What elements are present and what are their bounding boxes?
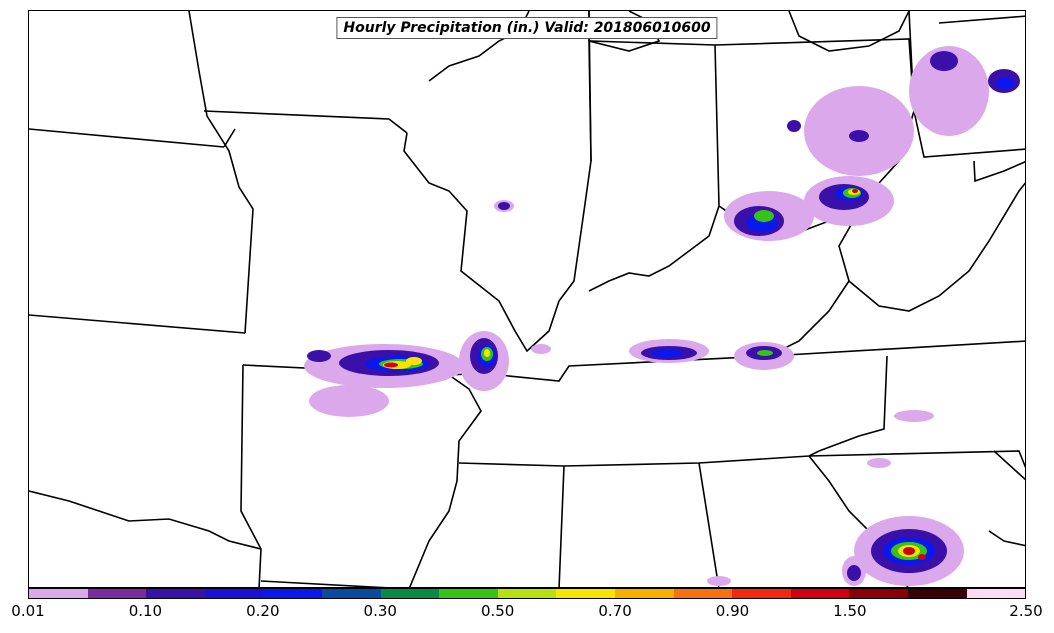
colorbar-segment-9 [556,589,615,598]
colorbar-tick-4: 0.50 [480,602,515,620]
colorbar-segment-16 [966,589,1026,598]
colorbar-tick-1: 0.10 [128,602,163,620]
colorbar-tick-0: 0.01 [11,602,45,620]
colorbar-tick-2: 0.20 [246,602,280,620]
precipitation-colorbar [28,588,1026,599]
colorbar-segment-6 [380,589,440,598]
colorbar-tick-3: 0.30 [363,602,397,620]
colorbar-segment-5 [321,589,381,598]
colorbar-segment-8 [497,589,557,598]
colorbar-tick-6: 0.90 [715,602,750,620]
map-panel: Hourly Precipitation (in.) Valid: 201806… [28,10,1026,588]
colorbar-segment-12 [732,589,791,598]
colorbar-segment-13 [790,589,850,598]
precipitation-map [29,11,1025,587]
map-title: Hourly Precipitation (in.) Valid: 201806… [336,17,718,39]
precipitation-field [304,46,1020,586]
colorbar-segment-3 [204,589,264,598]
colorbar-tick-5: 0.70 [598,602,632,620]
colorbar-segment-1 [87,589,147,598]
colorbar-segment-0 [29,589,88,598]
colorbar-segment-7 [439,589,498,598]
colorbar-segment-15 [907,589,967,598]
colorbar-tick-8: 2.50 [1009,602,1043,620]
colorbar-segment-14 [849,589,908,598]
colorbar-tick-7: 1.50 [833,602,867,620]
colorbar-segment-4 [263,589,322,598]
colorbar-segment-11 [673,589,733,598]
colorbar-segment-2 [146,589,205,598]
colorbar-segment-10 [614,589,674,598]
